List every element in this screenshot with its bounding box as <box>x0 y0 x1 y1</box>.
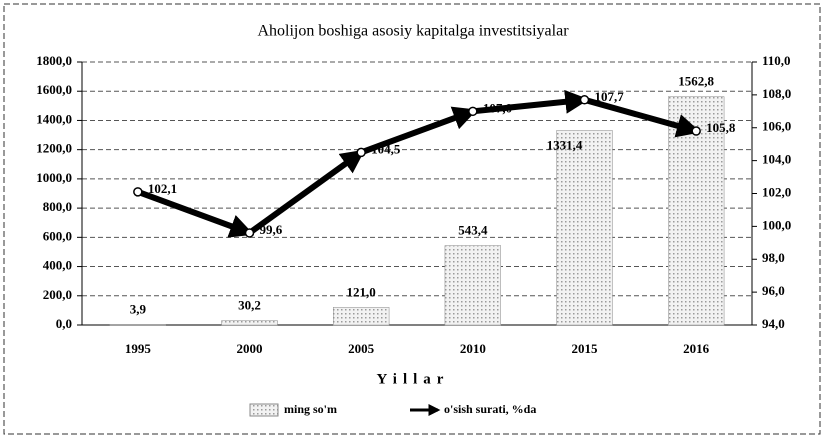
line-segment <box>472 89 590 115</box>
legend-label: ming so'm <box>284 402 337 416</box>
data-label: 30,2 <box>238 298 261 313</box>
x-tick-label: 1995 <box>125 341 152 356</box>
y-tick-label: 600,0 <box>43 228 72 243</box>
line-point <box>356 147 366 158</box>
data-label: 105,8 <box>706 120 736 135</box>
y-tick-label: 0,0 <box>56 316 72 331</box>
line-segment <box>136 189 255 238</box>
data-label: 99,6 <box>260 222 283 237</box>
bar <box>109 324 166 326</box>
y-tick-label: 800,0 <box>43 199 72 214</box>
y2-tick-label: 106,0 <box>762 119 791 134</box>
y2-tick-label: 104,0 <box>762 152 791 167</box>
x-axis-title: Yillar <box>377 371 450 387</box>
y2-tick-label: 100,0 <box>762 217 791 232</box>
data-label: 1562,8 <box>678 74 714 89</box>
y-tick-label: 1800,0 <box>36 53 72 68</box>
data-label: 107,0 <box>483 100 512 115</box>
data-label: 1331,4 <box>547 137 583 152</box>
bar <box>333 307 390 326</box>
chart-title: Aholijon boshiga asosiy kapitalga invest… <box>257 23 569 40</box>
y-tick-label: 1600,0 <box>36 82 72 97</box>
data-label: 107,7 <box>595 89 625 104</box>
frame <box>3 3 821 435</box>
y2-tick-label: 96,0 <box>762 283 785 298</box>
data-label: 104,5 <box>371 141 401 156</box>
y-tick-label: 1400,0 <box>36 111 72 126</box>
line-segment <box>360 106 478 156</box>
y2-tick-label: 102,0 <box>762 184 791 199</box>
y-tick-label: 400,0 <box>43 258 72 273</box>
line-point <box>133 187 143 197</box>
data-label: 3,9 <box>130 301 147 316</box>
y-tick-label: 1200,0 <box>36 141 72 156</box>
x-tick-label: 2015 <box>572 341 599 356</box>
y2-tick-label: 94,0 <box>762 316 785 331</box>
y2-tick-label: 98,0 <box>762 250 785 265</box>
y-tick-label: 200,0 <box>43 287 72 302</box>
x-tick-label: 2000 <box>237 341 263 356</box>
y2-tick-label: 108,0 <box>762 86 791 101</box>
x-tick-label: 2016 <box>683 341 710 356</box>
line-point <box>244 228 255 238</box>
bar <box>556 130 613 326</box>
data-label: 121,0 <box>347 284 376 299</box>
x-tick-label: 2010 <box>460 341 486 356</box>
legend-swatch <box>249 403 279 417</box>
legend-label: o'sish surati, %da <box>444 402 536 416</box>
bar <box>444 245 501 326</box>
line-point <box>579 95 590 105</box>
y-tick-label: 1000,0 <box>36 170 72 185</box>
line-point <box>468 106 478 117</box>
line-segment <box>583 96 701 138</box>
line-segment <box>247 149 366 236</box>
bar <box>221 320 278 326</box>
data-label: 102,1 <box>148 181 177 196</box>
line-point <box>691 126 701 136</box>
data-label: 543,4 <box>458 223 488 238</box>
y2-tick-label: 110,0 <box>762 53 791 68</box>
x-tick-label: 2005 <box>348 341 375 356</box>
